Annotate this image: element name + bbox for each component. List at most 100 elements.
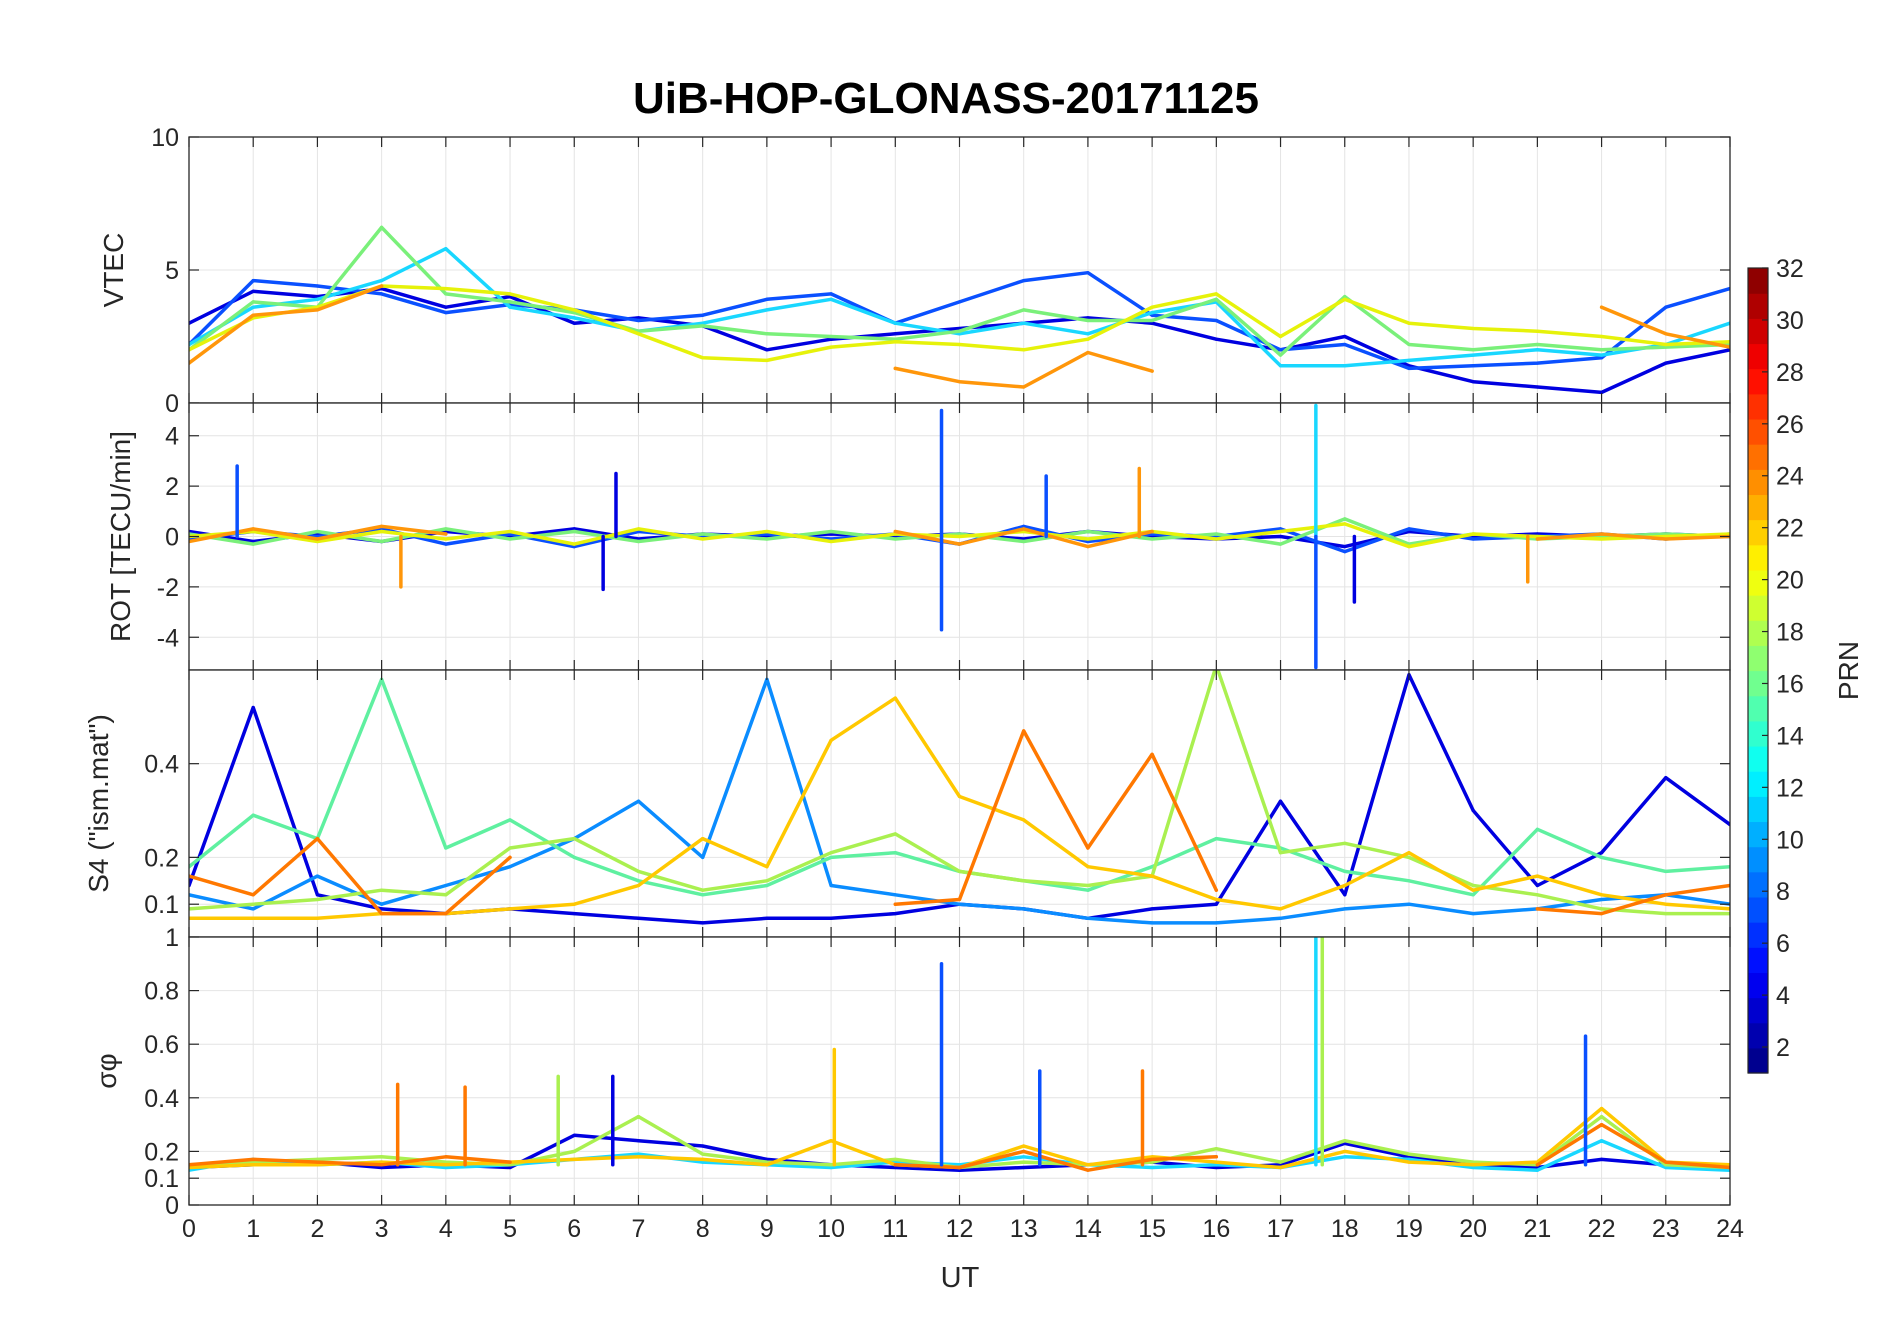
series-point-prn-16 bbox=[1022, 539, 1026, 544]
series-point-prn-17 bbox=[1407, 1152, 1411, 1156]
x-tick-label: 13 bbox=[1010, 1215, 1038, 1243]
series-point-prn-11 bbox=[1535, 1168, 1539, 1172]
series-point-prn-19 bbox=[508, 529, 512, 534]
colorbar-tick-label: 14 bbox=[1776, 722, 1804, 750]
colorbar-tick-label: 24 bbox=[1776, 463, 1804, 491]
series-point-prn-17 bbox=[765, 879, 769, 883]
series-point-prn-6 bbox=[1535, 361, 1539, 365]
series-point-prn-21 bbox=[315, 916, 319, 920]
series-point-prn-23 bbox=[1022, 527, 1026, 531]
series-point-prn-14 bbox=[1471, 893, 1475, 897]
series-point-prn-21 bbox=[508, 907, 512, 911]
x-tick-label: 19 bbox=[1395, 1215, 1423, 1243]
series-point-prn-19 bbox=[1214, 537, 1218, 541]
series-point-prn-11 bbox=[765, 308, 769, 312]
series-point-prn-6 bbox=[251, 279, 255, 283]
panel-1: 0 5 10 VTEC bbox=[98, 124, 1731, 418]
y-tick-label: 0 bbox=[165, 1192, 179, 1220]
series-point-prn-24 bbox=[1150, 752, 1154, 756]
series-point-prn-8 bbox=[1600, 897, 1604, 902]
series-point-prn-8 bbox=[1278, 916, 1283, 920]
y-tick-label: 0.4 bbox=[144, 1085, 179, 1113]
series-point-prn-3 bbox=[1664, 776, 1668, 780]
series-point-prn-3 bbox=[765, 348, 769, 352]
panel-3: 0.1 0.2 0.4 S4 ("ism.mat") bbox=[83, 669, 1731, 938]
y-axis-label: σφ bbox=[91, 1053, 122, 1088]
series-point-prn-14 bbox=[444, 846, 448, 850]
series-point-prn-11 bbox=[444, 247, 448, 251]
series-point-prn-3 bbox=[1407, 1155, 1411, 1159]
series-point-prn-3 bbox=[829, 337, 833, 341]
series-point-prn-21 bbox=[829, 738, 833, 742]
series-point-prn-3 bbox=[1278, 799, 1283, 803]
series-point-prn-21 bbox=[315, 1163, 319, 1167]
series-point-prn-17 bbox=[380, 888, 384, 892]
series-point-prn-3 bbox=[380, 1165, 384, 1170]
x-tick-label: 0 bbox=[182, 1215, 196, 1243]
series-point-prn-24 bbox=[1600, 1123, 1604, 1127]
series-point-prn-6 bbox=[957, 300, 962, 304]
colorbar-tick-label: 22 bbox=[1776, 515, 1804, 543]
series-point-prn-16 bbox=[701, 324, 705, 328]
series-point-prn-21 bbox=[1471, 1163, 1475, 1167]
series-point-prn-19 bbox=[957, 342, 962, 347]
series-point-prn-23 bbox=[380, 284, 384, 288]
colorbar-tick-label: 8 bbox=[1776, 878, 1790, 906]
series-point-prn-6 bbox=[829, 292, 833, 296]
series-point-prn-21 bbox=[829, 1139, 833, 1143]
colorbar-segment bbox=[1748, 469, 1768, 496]
series-point-prn-23 bbox=[1022, 385, 1026, 389]
series-point-prn-3 bbox=[636, 916, 641, 920]
series-point-prn-19 bbox=[380, 529, 384, 534]
y-tick-label: 0.2 bbox=[144, 844, 179, 872]
series-point-prn-24 bbox=[315, 837, 319, 841]
series-point-prn-21 bbox=[1343, 1149, 1347, 1153]
y-tick-label: 0 bbox=[165, 524, 179, 552]
series-point-prn-8 bbox=[444, 883, 448, 888]
series-point-prn-3 bbox=[636, 1139, 641, 1143]
series-point-prn-21 bbox=[957, 794, 962, 799]
colorbar-tick-label: 20 bbox=[1776, 567, 1804, 595]
y-axis-label: VTEC bbox=[98, 233, 129, 308]
series-point-prn-17 bbox=[1022, 879, 1026, 883]
series-point-prn-19 bbox=[1086, 337, 1090, 341]
y-tick-label: 10 bbox=[151, 124, 179, 152]
series-point-prn-24 bbox=[251, 1157, 255, 1161]
colorbar-segment bbox=[1748, 393, 1768, 420]
series-point-prn-16 bbox=[1535, 342, 1539, 347]
colorbar-segment bbox=[1748, 318, 1768, 345]
series-point-prn-21 bbox=[1278, 1165, 1283, 1170]
series-point-prn-16 bbox=[893, 337, 897, 341]
series-point-prn-3 bbox=[1214, 1165, 1218, 1170]
series-point-prn-16 bbox=[765, 332, 769, 336]
series-point-prn-19 bbox=[1407, 321, 1411, 325]
x-tick-label: 16 bbox=[1202, 1215, 1230, 1243]
series-point-prn-17 bbox=[893, 832, 897, 836]
series-point-prn-16 bbox=[251, 542, 255, 546]
series-point-prn-6 bbox=[765, 297, 769, 301]
x-tick-label: 4 bbox=[439, 1215, 453, 1243]
series-point-prn-23 bbox=[251, 313, 255, 317]
series-point-prn-16 bbox=[1150, 537, 1154, 541]
series-point-prn-14 bbox=[701, 893, 705, 897]
series-point-prn-16 bbox=[1600, 348, 1604, 352]
series-point-prn-6 bbox=[1471, 364, 1475, 368]
x-tick-label: 1 bbox=[246, 1215, 260, 1243]
colorbar-segment bbox=[1748, 821, 1768, 848]
series-point-prn-19 bbox=[572, 308, 576, 312]
series-point-prn-17 bbox=[701, 1152, 705, 1156]
series-point-prn-17 bbox=[893, 1157, 897, 1161]
colorbar-segment bbox=[1748, 368, 1768, 395]
series-point-prn-24 bbox=[508, 1160, 512, 1164]
x-axis-label: UT bbox=[941, 1262, 980, 1294]
series-point-prn-21 bbox=[1150, 1155, 1154, 1159]
series-point-prn-3 bbox=[1471, 808, 1475, 813]
series-point-prn-17 bbox=[1407, 855, 1411, 860]
series-point-prn-16 bbox=[829, 529, 833, 534]
series-point-prn-6 bbox=[1022, 524, 1026, 529]
x-tick-label: 21 bbox=[1523, 1215, 1551, 1243]
series-point-prn-23 bbox=[957, 380, 962, 384]
series-point-prn-19 bbox=[572, 542, 576, 546]
x-tick-label: 10 bbox=[817, 1215, 845, 1243]
series-point-prn-6 bbox=[444, 542, 448, 546]
